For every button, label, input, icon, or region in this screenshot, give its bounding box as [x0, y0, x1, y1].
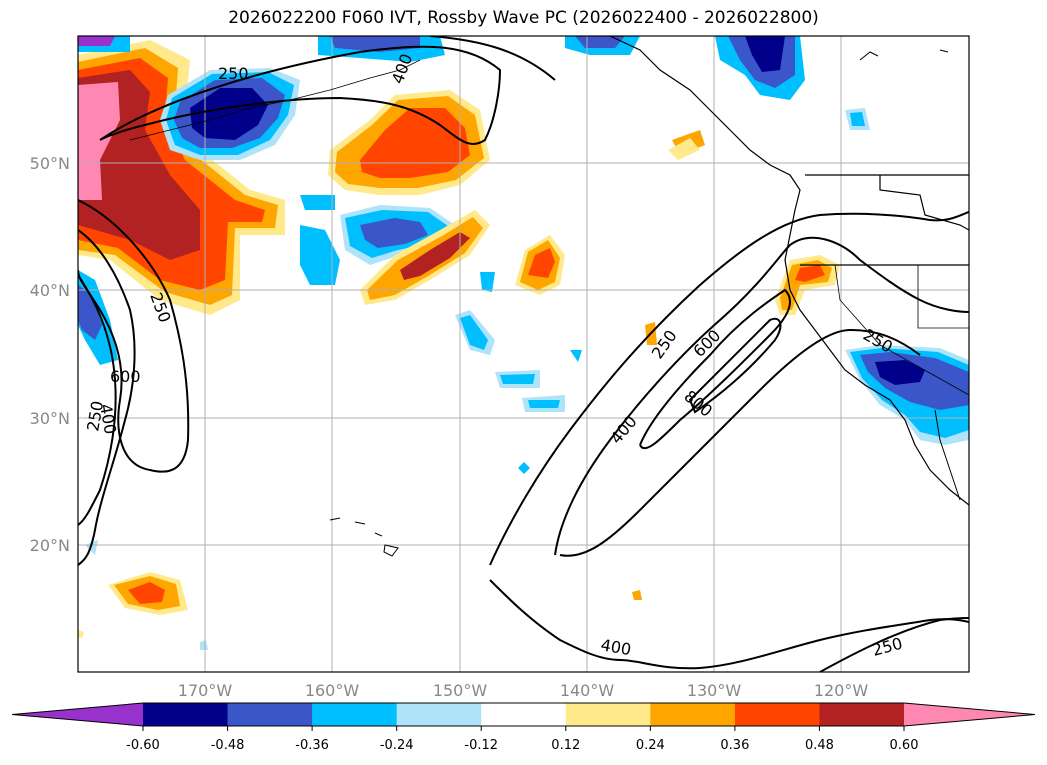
lon-label-130w: 130°W — [687, 681, 742, 700]
colorbar-tick-label: -0.36 — [295, 738, 329, 753]
colorbar-segment — [312, 703, 398, 726]
lon-label-160w: 160°W — [305, 681, 360, 700]
lat-label-50n: 50°N — [30, 154, 70, 173]
lon-label-170w: 170°W — [178, 681, 233, 700]
lat-label-30n: 30°N — [30, 409, 70, 428]
colorbar-tick-label: -0.60 — [126, 738, 160, 753]
colorbar-tick-label: 0.24 — [636, 738, 665, 753]
contour-label-600-west: 600 — [110, 367, 141, 386]
gridlines — [78, 36, 969, 672]
colorbar-segment — [481, 703, 567, 726]
colorbar-segment — [819, 703, 905, 726]
latitude-labels: 50°N 40°N 30°N 20°N — [30, 154, 70, 555]
colorbar-tick-label: -0.48 — [211, 738, 245, 753]
colorbar-ticks: -0.60 -0.48 -0.36 -0.24 -0.12 0.12 0.24 0.36 0.4… — [126, 726, 918, 753]
colorbar-segment — [650, 703, 736, 726]
lat-label-20n: 20°N — [30, 536, 70, 555]
colorbar-tick-label: -0.12 — [464, 738, 498, 753]
colorbar-segment — [734, 703, 820, 726]
longitude-labels: 170°W 160°W 150°W 140°W 130°W 120°W — [178, 681, 869, 700]
lon-label-120w: 120°W — [814, 681, 869, 700]
lon-label-150w: 150°W — [433, 681, 488, 700]
lat-label-40n: 40°N — [30, 281, 70, 300]
colorbar-extend-min — [12, 703, 143, 726]
contour-labels: 250 400 250 600 400 250 250 600 800 400 … — [83, 51, 904, 660]
colorbar-segment — [227, 703, 313, 726]
ivt-contours — [78, 36, 969, 672]
colorbar-tick-label: 0.48 — [805, 738, 834, 753]
colorbar-tick-label: 0.60 — [890, 738, 919, 753]
colorbar — [11, 702, 1036, 727]
colorbar-tick-label: 0.12 — [551, 738, 580, 753]
map-frame — [77, 35, 970, 673]
colorbar-tick-label: 0.36 — [720, 738, 749, 753]
map-title: 2026022200 F060 IVT, Rossby Wave PC (202… — [228, 8, 819, 28]
colorbar-segment — [565, 703, 651, 726]
colorbar-segment — [143, 703, 229, 726]
colorbar-segment — [396, 703, 482, 726]
lon-label-140w: 140°W — [560, 681, 615, 700]
colorbar-extend-max — [904, 703, 1035, 726]
colorbar-tick-label: -0.24 — [380, 738, 414, 753]
contour-label-250-north: 250 — [218, 64, 249, 83]
